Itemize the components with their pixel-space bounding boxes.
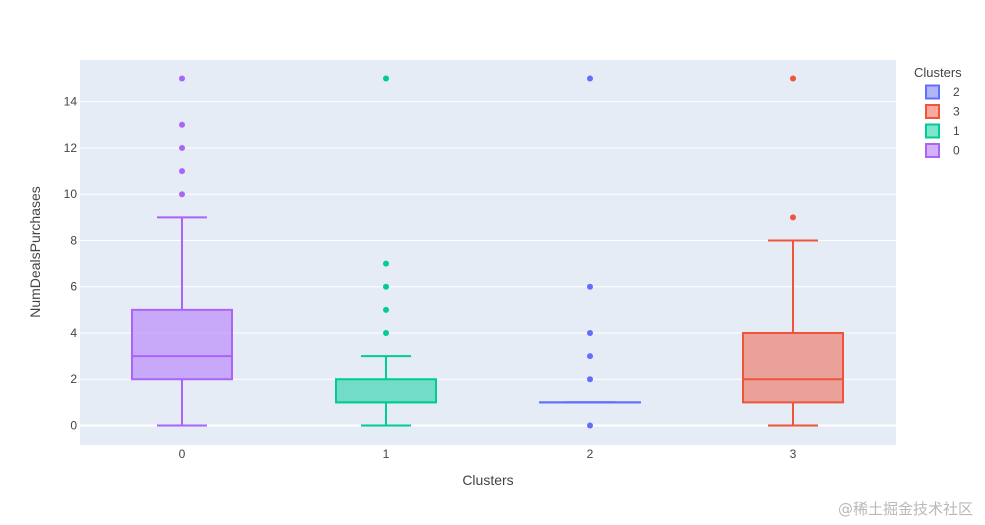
legend-item-3[interactable]: 3 (925, 104, 960, 119)
outlier-point (179, 75, 185, 82)
outlier-point (587, 329, 593, 336)
outlier-point (790, 75, 796, 82)
outlier-point (383, 329, 389, 336)
y-tick-label: 2 (70, 372, 77, 386)
outlier-point (179, 121, 185, 128)
box-trace-1 (335, 75, 437, 427)
outlier-point (587, 283, 593, 290)
x-tick-label: 2 (587, 447, 594, 461)
outlier-point (587, 353, 593, 360)
y-tick-labels: 0 2 4 6 8 10 12 14 (64, 95, 78, 433)
outlier-point (790, 214, 796, 221)
outlier-point (179, 191, 185, 198)
outlier-point (587, 376, 593, 383)
box-iqr (335, 378, 437, 404)
y-tick-label: 6 (70, 280, 77, 294)
outlier-point (587, 75, 593, 82)
y-tick-label: 10 (64, 187, 78, 201)
y-tick-label: 0 (70, 419, 77, 433)
legend-item-0[interactable]: 0 (925, 143, 960, 158)
box-trace-0 (131, 75, 233, 427)
outlier-point (179, 144, 185, 151)
x-tick-label: 1 (383, 447, 390, 461)
watermark: @稀土掘金技术社区 (837, 500, 973, 518)
legend-swatch (925, 143, 940, 158)
outlier-point (587, 422, 593, 429)
y-axis-title: NumDealsPurchases (27, 186, 43, 318)
outlier-point (383, 260, 389, 267)
outlier-point (383, 306, 389, 313)
legend-label: 1 (953, 124, 960, 138)
x-tick-label: 0 (179, 447, 186, 461)
legend-label: 0 (953, 144, 960, 158)
y-tick-label: 14 (64, 95, 78, 109)
box-trace-2 (539, 75, 641, 429)
box-iqr (742, 331, 844, 404)
x-tick-labels: 0 1 2 3 (179, 447, 797, 461)
legend-label: 3 (953, 105, 960, 119)
legend-item-2[interactable]: 2 (925, 84, 960, 100)
legend-swatch (925, 84, 940, 100)
outlier-point (383, 283, 389, 290)
legend-title: Clusters (914, 65, 962, 80)
x-axis-title: Clusters (462, 472, 513, 488)
y-tick-label: 4 (70, 326, 77, 340)
y-tick-label: 8 (70, 233, 77, 247)
y-tick-label: 12 (64, 141, 78, 155)
legend-label: 2 (953, 85, 960, 99)
legend-swatch (925, 123, 940, 139)
box-traces (131, 75, 844, 429)
x-tick-label: 3 (790, 447, 797, 461)
legend[interactable]: 2 3 1 0 (925, 84, 960, 158)
legend-item-1[interactable]: 1 (925, 123, 960, 139)
box-trace-3 (742, 75, 844, 427)
outlier-point (179, 168, 185, 175)
legend-swatch (925, 104, 940, 119)
outlier-point (383, 75, 389, 82)
box-iqr (131, 308, 233, 381)
